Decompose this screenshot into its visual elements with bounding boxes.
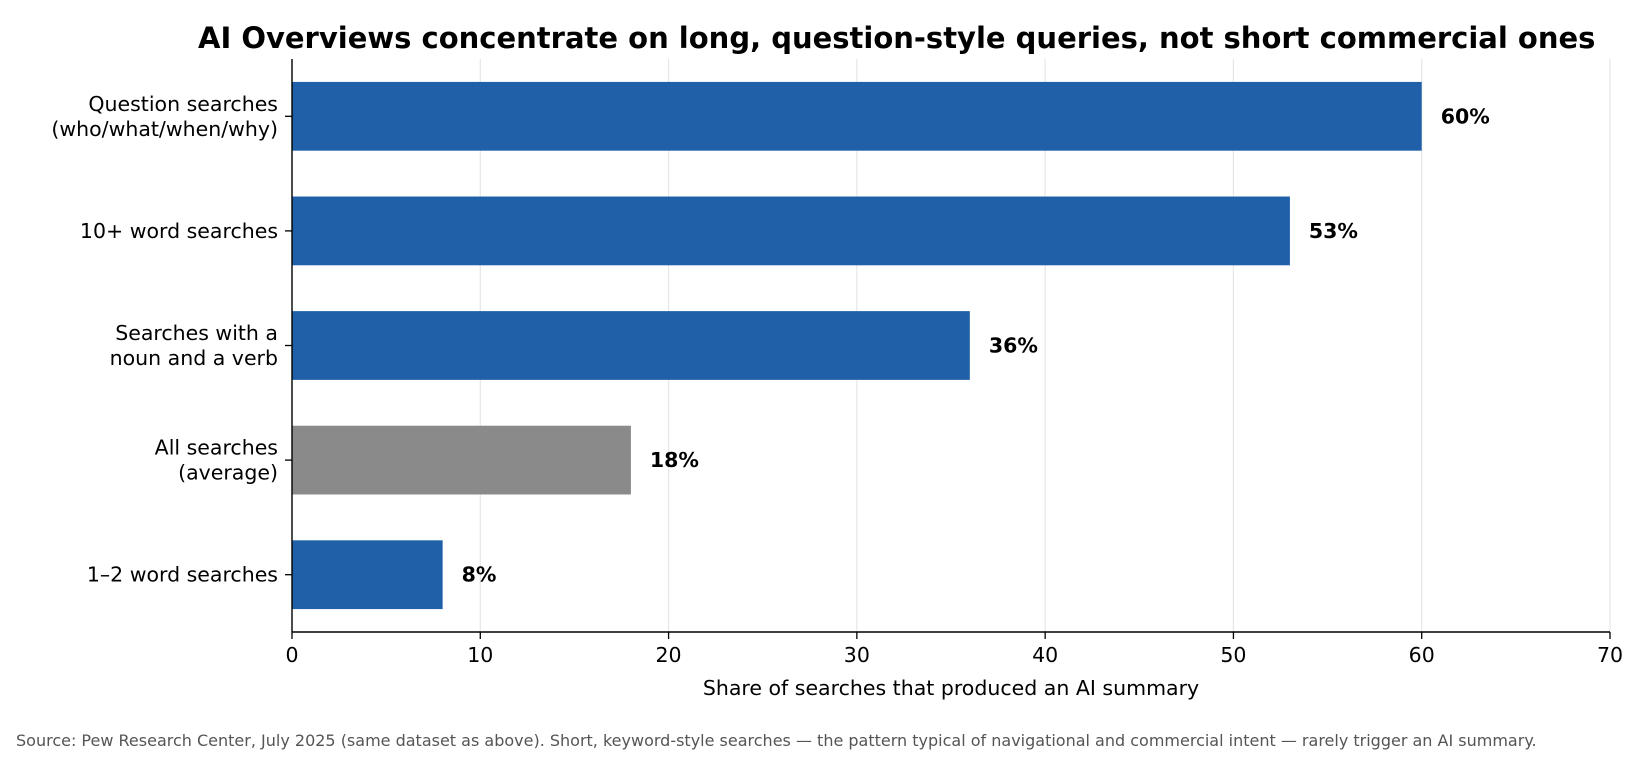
category-label: 10+ word searches [80,219,278,243]
x-axis-title: Share of searches that produced an AI su… [703,676,1199,700]
x-tick-label: 30 [844,643,870,667]
chart-title: AI Overviews concentrate on long, questi… [198,21,1595,55]
category-label: noun and a verb [110,346,278,370]
bar [292,540,443,610]
bar [292,196,1290,266]
value-label: 8% [462,563,497,587]
x-tick-label: 20 [656,643,682,667]
category-label: Question searches [88,92,278,116]
value-label: 53% [1309,219,1358,243]
x-tick-label: 40 [1032,643,1058,667]
x-tick-label: 70 [1597,643,1623,667]
axes: 0 10 20 30 40 50 60 70 [285,59,1623,667]
bar [292,425,631,495]
x-tick-label: 50 [1220,643,1246,667]
bar [292,311,970,380]
x-tick-label: 0 [285,643,298,667]
category-label: Searches with a [115,321,278,345]
x-tick-label: 10 [467,643,493,667]
category-label: All searches [155,436,278,460]
category-labels: Question searches(who/what/when/why) 10+ … [51,92,278,587]
bar [292,81,1422,151]
category-label: (average) [178,461,278,485]
value-label: 18% [650,448,699,472]
category-label: (who/what/when/why) [51,117,278,141]
category-label: 1–2 word searches [87,563,278,587]
bars [292,81,1422,610]
source-note: Source: Pew Research Center, July 2025 (… [16,731,1537,750]
value-label: 36% [989,334,1038,358]
value-labels: 60% 53% 36% 18% 8% [462,104,1490,586]
x-tick-label: 60 [1409,643,1435,667]
value-label: 60% [1441,104,1490,128]
